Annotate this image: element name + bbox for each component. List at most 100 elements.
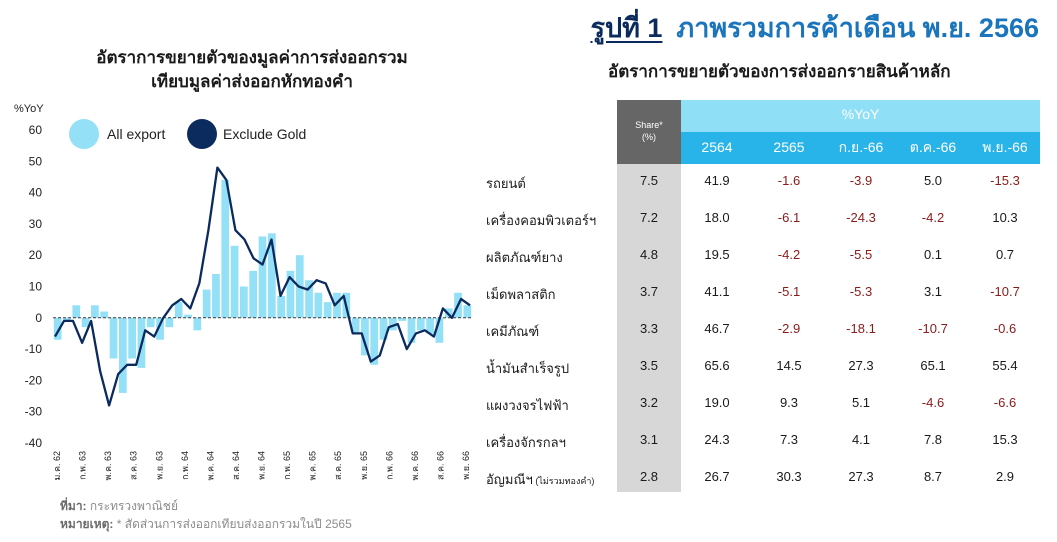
source-label: ที่มา:: [60, 499, 87, 513]
product-name: เครื่องจักรกลฯ: [486, 432, 566, 453]
share-value: 4.8: [639, 247, 659, 262]
bar: [333, 292, 341, 318]
bar: [109, 317, 118, 359]
bar: [156, 317, 164, 340]
x-tick-label: พ.ย. 65: [359, 451, 369, 480]
x-tick-label: ก.พ. 66: [384, 451, 394, 480]
column-header: ต.ค.-66: [909, 139, 957, 155]
share-value: 7.5: [639, 173, 659, 188]
bar: [53, 317, 62, 340]
x-tick-label: พ.ย. 63: [154, 451, 164, 480]
column-header: 2564: [701, 139, 733, 155]
product-note: (ไม่รวมทองคำ): [532, 476, 595, 486]
bar: [184, 314, 192, 318]
legend-marker-all-export: [69, 119, 99, 149]
chart-footer: ที่มา: กระทรวงพาณิชย์ หมายเหตุ: * สัดส่ว…: [60, 497, 352, 533]
note-text: * สัดส่วนการส่งออกเทียบส่งออกรวมในปี 256…: [116, 517, 352, 531]
figure-label: รูปที่ 1: [590, 13, 663, 43]
yoy-value: -3.9: [849, 173, 873, 188]
yoy-value: 9.3: [779, 395, 799, 410]
x-tick-label: ก.พ. 64: [180, 451, 190, 480]
yoy-value: -1.6: [777, 173, 801, 188]
bar: [416, 317, 425, 331]
yoy-value: -5.3: [849, 284, 873, 299]
bar: [351, 317, 360, 334]
x-tick-label: ม.ค. 62: [52, 451, 62, 480]
bar: [221, 180, 230, 318]
product-name: เครื่องคอมพิวเตอร์ฯ: [486, 210, 596, 231]
share-header-unit: (%): [642, 132, 656, 142]
yoy-value: 15.3: [992, 432, 1018, 447]
bar: [240, 286, 248, 318]
product-name: น้ำมันสำเร็จรูป: [486, 358, 569, 379]
bar: [72, 305, 81, 318]
product-name: รถยนต์: [486, 173, 526, 194]
bar: [174, 302, 183, 318]
yoy-value: 7.8: [923, 432, 943, 447]
yoy-value: 65.1: [920, 358, 946, 373]
product-name-text: เคมีภัณฑ์: [486, 324, 540, 339]
column-header: ก.ย.-66: [838, 139, 884, 155]
product-name-text: น้ำมันสำเร็จรูป: [486, 361, 570, 376]
yoy-value: 19.5: [704, 247, 730, 262]
table-row: อัญมณีฯ (ไม่รวมทองคำ) 2.8 26.7 30.3 27.3 8.7 2…: [478, 460, 1040, 497]
yoy-value: -4.2: [921, 210, 945, 225]
bar: [463, 305, 472, 318]
column-header: 2565: [773, 139, 805, 155]
bar: [305, 280, 313, 318]
export-growth-chart: %YoY 60 50 40 30 20 10 0 -10 -20 -30 -40 ม.ค. 62 ก.พ.…: [14, 103, 472, 480]
bar: [193, 317, 202, 331]
table-row: รถยนต์ 7.5 41.9 -1.6 -3.9 5.0 -15.3: [478, 164, 1040, 201]
note-label: หมายเหตุ:: [60, 517, 114, 531]
chart-title-line2: เทียบมูลค่าส่งออกหักทองคำ: [151, 72, 353, 91]
yoy-value: -2.9: [777, 321, 801, 336]
bar: [370, 317, 379, 365]
yoy-header: %YoY: [681, 100, 1040, 132]
share-value: 3.2: [639, 395, 659, 410]
bar: [165, 317, 174, 328]
y-tick-label: 60: [29, 123, 43, 137]
bar: [314, 292, 323, 318]
bar: [389, 317, 397, 331]
bar: [435, 317, 444, 343]
y-tick-label: -20: [25, 373, 43, 387]
yoy-value: -5.1: [777, 284, 801, 299]
product-name-text: เครื่องคอมพิวเตอร์ฯ: [486, 213, 597, 228]
figure-header: รูปที่ 1 ภาพรวมการค้าเดือน พ.ย. 2566: [590, 6, 1039, 49]
chart-title-line1: อัตราการขยายตัวของมูลค่าการส่งออกรวม: [96, 48, 408, 67]
yoy-value: 0.7: [995, 247, 1015, 262]
product-name-text: รถยนต์: [486, 176, 526, 191]
share-value: 3.3: [639, 321, 659, 336]
x-tick-label: ส.ค. 63: [129, 451, 139, 480]
x-tick-label: พ.ย. 64: [257, 451, 267, 480]
share-value: 7.2: [639, 210, 659, 225]
source-line: ที่มา: กระทรวงพาณิชย์: [60, 497, 352, 515]
yoy-value: -5.5: [849, 247, 873, 262]
yoy-value: 4.1: [851, 432, 871, 447]
bar: [267, 233, 276, 318]
product-name-text: อัญมณีฯ: [486, 472, 533, 487]
share-value: 3.5: [639, 358, 659, 373]
bar: [118, 317, 127, 393]
yoy-value: 7.3: [779, 432, 799, 447]
export-products-table: Share* (%) %YoY 2564 2565 ก.ย.-66 ต.ค.-6…: [478, 100, 1040, 492]
yoy-value: 5.0: [923, 173, 943, 188]
bar: [91, 305, 99, 318]
bar: [407, 317, 416, 343]
yoy-value: -24.3: [846, 210, 876, 225]
product-name: เคมีภัณฑ์: [486, 321, 539, 342]
bar: [100, 311, 109, 318]
yoy-value: 14.5: [776, 358, 802, 373]
yoy-value: 27.3: [848, 358, 874, 373]
bar: [277, 295, 285, 318]
yoy-value: -0.6: [993, 321, 1017, 336]
product-name-text: เครื่องจักรกลฯ: [486, 435, 566, 450]
legend-label: Exclude Gold: [223, 126, 306, 142]
bar: [202, 289, 211, 318]
share-header: Share* (%): [617, 100, 681, 164]
table-row: เม็ดพลาสติก 3.7 41.1 -5.1 -5.3 3.1 -10.7: [478, 275, 1040, 312]
yoy-value: -4.6: [921, 395, 945, 410]
share-value: 2.8: [639, 469, 659, 484]
bar: [258, 236, 267, 318]
legend-marker-exclude-gold: [187, 119, 217, 149]
